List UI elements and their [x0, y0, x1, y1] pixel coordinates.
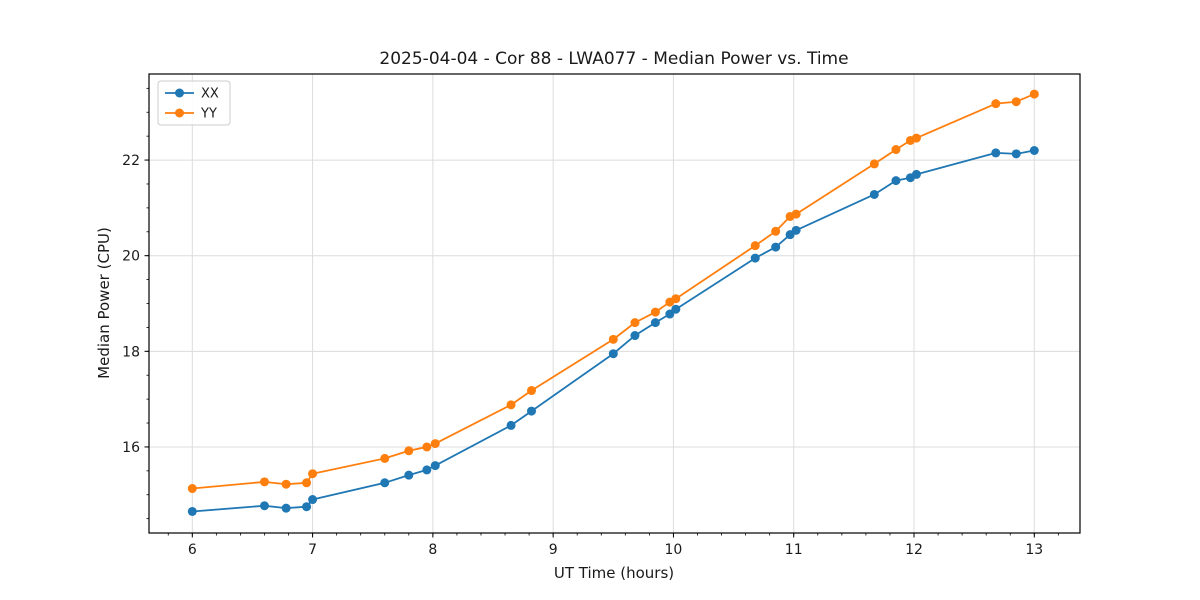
ticks-layer: 6 7 8 9 10 11 12 13 16 18 20 22	[122, 87, 1059, 558]
data-point-xx	[404, 470, 414, 480]
data-point-xx	[380, 478, 390, 488]
data-point-xx	[869, 189, 879, 199]
data-point-yy	[430, 439, 440, 449]
data-point-yy	[608, 334, 618, 344]
data-point-xx	[911, 169, 921, 179]
data-point-xx	[1011, 149, 1021, 159]
data-point-yy	[527, 386, 537, 396]
data-point-yy	[506, 400, 516, 410]
data-point-xx	[527, 406, 537, 416]
data-point-xx	[422, 465, 432, 475]
data-point-yy	[630, 318, 640, 328]
data-point-yy	[1011, 97, 1021, 107]
series-layer	[187, 89, 1039, 516]
legend: XX YY	[157, 80, 231, 126]
data-point-yy	[671, 294, 681, 304]
data-point-yy	[869, 159, 879, 169]
data-point-xx	[750, 253, 760, 263]
data-point-xx	[650, 318, 660, 328]
data-point-yy	[281, 479, 291, 489]
data-point-xx	[308, 495, 318, 505]
series-line-yy	[192, 93, 1035, 490]
legend-marker-xx	[175, 88, 184, 98]
data-point-xx	[506, 420, 516, 430]
data-point-xx	[1029, 146, 1039, 155]
y-tick-label: 20	[122, 249, 140, 265]
x-tick-label: 10	[665, 542, 683, 558]
grid-layer	[149, 74, 1080, 533]
data-point-yy	[991, 99, 1001, 109]
data-point-xx	[891, 176, 901, 186]
chart-title: 2025-04-04 - Cor 88 - LWA077 - Median Po…	[379, 49, 848, 69]
y-tick-label: 22	[122, 153, 140, 169]
y-axis-label: Median Power (CPU)	[95, 227, 113, 379]
data-point-yy	[891, 145, 901, 155]
data-point-xx	[791, 225, 801, 235]
x-tick-label: 12	[905, 542, 923, 558]
data-point-xx	[665, 309, 675, 319]
data-point-xx	[187, 506, 197, 516]
x-axis-label: UT Time (hours)	[554, 564, 674, 582]
data-point-xx	[608, 349, 618, 359]
legend-marker-yy	[175, 108, 184, 118]
data-point-yy	[771, 226, 781, 236]
x-tick-label: 6	[188, 542, 197, 558]
data-point-xx	[281, 503, 291, 513]
x-tick-label: 8	[428, 542, 437, 558]
data-point-yy	[750, 241, 760, 251]
plot-border	[148, 73, 1081, 534]
data-point-yy	[911, 133, 921, 143]
x-tick-label: 13	[1025, 542, 1043, 558]
data-point-yy	[302, 478, 312, 488]
data-point-yy	[308, 469, 318, 479]
data-point-yy	[791, 209, 801, 219]
data-point-xx	[302, 502, 312, 512]
data-point-xx	[259, 501, 269, 511]
x-tick-label: 11	[785, 542, 803, 558]
data-point-xx	[671, 304, 681, 314]
data-point-yy	[259, 477, 269, 487]
data-point-yy	[650, 307, 660, 317]
x-tick-label: 9	[549, 542, 558, 558]
data-point-yy	[187, 484, 197, 494]
data-point-xx	[430, 461, 440, 471]
data-point-yy	[380, 453, 390, 463]
y-tick-label: 16	[122, 440, 140, 456]
data-point-yy	[404, 446, 414, 456]
y-tick-label: 18	[122, 344, 140, 360]
legend-box	[157, 80, 231, 126]
data-point-xx	[771, 242, 781, 252]
legend-label-yy: YY	[200, 107, 217, 122]
x-tick-label: 7	[308, 542, 317, 558]
legend-label-xx: XX	[201, 87, 219, 102]
data-point-xx	[630, 331, 640, 341]
data-point-xx	[991, 148, 1001, 158]
data-point-yy	[1029, 89, 1039, 99]
series-line-xx	[192, 149, 1035, 513]
data-point-yy	[422, 442, 432, 452]
